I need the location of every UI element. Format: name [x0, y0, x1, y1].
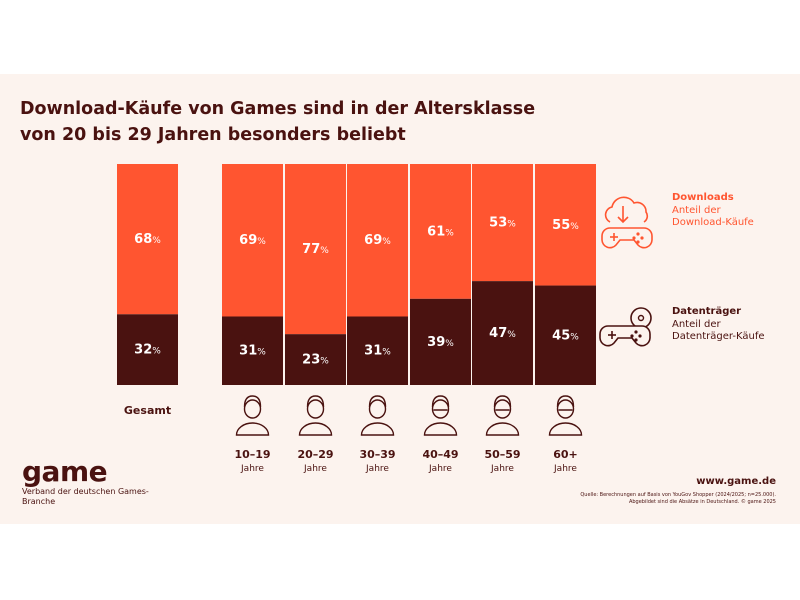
website-link[interactable]: www.game.de	[696, 476, 776, 487]
bar-datentraeger-3	[347, 316, 408, 385]
bar-value-label-downloads-6: 55%	[552, 218, 579, 233]
category-sub-label-2: Jahre	[303, 464, 327, 474]
disc-gamepad-icon	[599, 307, 652, 347]
source-line-1: Quelle: Berechnungen auf Basis von YouGo…	[580, 492, 776, 498]
legend-downloads-desc: Anteil der Download-Käufe	[672, 205, 754, 228]
chart-title-line-1: Download-Käufe von Games sind in der Alt…	[20, 99, 536, 119]
chart-title: Download-Käufe von Games sind in der Alt…	[20, 96, 535, 148]
avatar-30-39-icon	[360, 395, 395, 436]
bar-datentraeger-0	[117, 314, 178, 385]
category-label-6: 60+	[553, 448, 578, 461]
category-sub-label-4: Jahre	[428, 464, 452, 474]
bar-value-label-datentraeger-1: 31%	[239, 344, 266, 359]
avatar-50-59-icon	[485, 395, 520, 436]
infographic-panel: Download-Käufe von Games sind in der Alt…	[0, 74, 800, 524]
avatar-10-19-icon	[235, 395, 270, 436]
source-note: Quelle: Berechnungen auf Basis von YouGo…	[516, 492, 776, 506]
legend-downloads-title: Downloads	[672, 192, 734, 203]
bar-datentraeger-1	[222, 316, 283, 385]
category-sub-label-5: Jahre	[490, 464, 514, 474]
category-label-1: 10–19	[234, 448, 270, 461]
bar-value-label-datentraeger-5: 47%	[489, 326, 516, 341]
category-label-3: 30–39	[359, 448, 395, 461]
bar-value-label-downloads-3: 69%	[364, 233, 391, 248]
category-sub-label-3: Jahre	[365, 464, 389, 474]
category-label-gesamt: Gesamt	[124, 404, 171, 417]
legend-datentraeger-desc: Anteil der Datenträger-Käufe	[672, 319, 765, 342]
avatar-20-29-icon	[298, 395, 333, 436]
chart-title-line-2: von 20 bis 29 Jahren besonders beliebt	[20, 125, 406, 145]
bar-datentraeger-2	[285, 334, 346, 385]
bar-downloads-4	[410, 164, 471, 299]
bar-downloads-3	[347, 164, 408, 317]
bar-value-label-downloads-5: 53%	[489, 216, 516, 231]
bar-downloads-5	[472, 164, 533, 282]
bar-downloads-6	[535, 164, 596, 286]
avatar-40-49-icon	[423, 395, 458, 436]
game-logo: game Verband der deutschen Games-Branche	[22, 457, 152, 507]
category-label-2: 20–29	[297, 448, 333, 461]
category-label-5: 50–59	[484, 448, 520, 461]
category-sub-label-1: Jahre	[240, 464, 264, 474]
bar-value-label-datentraeger-6: 45%	[552, 328, 579, 343]
bar-value-label-downloads-2: 77%	[302, 242, 329, 257]
bar-value-label-downloads-1: 69%	[239, 233, 266, 248]
bar-value-label-downloads-4: 61%	[427, 224, 454, 239]
bar-value-label-datentraeger-2: 23%	[302, 353, 329, 368]
source-line-2: Abgebildet sind die Absätze in Deutschla…	[628, 499, 776, 505]
bar-downloads-1	[222, 164, 283, 317]
bar-downloads-2	[285, 164, 346, 335]
avatar-60plus-icon	[548, 395, 583, 436]
brand-wordmark: game	[22, 455, 108, 488]
bar-value-label-downloads-0: 68%	[134, 232, 161, 247]
bar-value-label-datentraeger-4: 39%	[427, 335, 454, 350]
brand-subtitle: Verband der deutschen Games-Branche	[22, 487, 149, 506]
legend-datentraeger-title: Datenträger	[672, 306, 742, 317]
bar-downloads-0	[117, 164, 178, 315]
stacked-bar-chart: 68% 32% Gesamt 69% 31% 10–19 Jahre 77% 23% 20–29 J…	[117, 164, 596, 474]
bar-datentraeger-4	[410, 298, 471, 385]
bar-value-label-datentraeger-0: 32%	[134, 343, 161, 358]
cloud-download-gamepad-icon	[601, 196, 653, 249]
bar-datentraeger-5	[472, 281, 533, 385]
category-sub-label-6: Jahre	[553, 464, 577, 474]
bar-value-label-datentraeger-3: 31%	[364, 344, 391, 359]
bar-datentraeger-6	[535, 285, 596, 385]
category-label-4: 40–49	[422, 448, 458, 461]
